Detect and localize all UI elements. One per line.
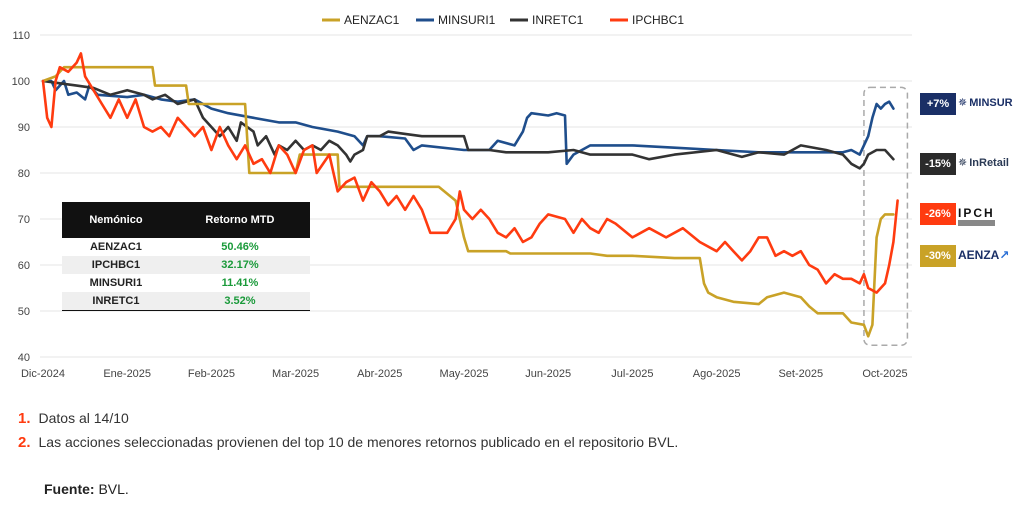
ticker-cell: IPCHBC1 bbox=[62, 256, 170, 274]
legend-label-ipchbc1: IPCHBC1 bbox=[632, 13, 684, 27]
series-lines bbox=[41, 52, 899, 338]
series-line-minsuri1 bbox=[41, 79, 895, 166]
note-2: 2. Las acciones seleccionadas provienen d… bbox=[18, 434, 678, 451]
return-cell: 11.41% bbox=[221, 277, 259, 289]
aenza-logo-text: AENZA bbox=[958, 247, 1000, 262]
legend-label-minsuri1: MINSURI1 bbox=[438, 13, 496, 27]
ticker-cell: AENZAC1 bbox=[89, 241, 142, 253]
x-tick-label: Jun-2025 bbox=[525, 368, 571, 380]
source-label: Fuente: bbox=[44, 481, 95, 497]
x-tick-label: Jul-2025 bbox=[611, 368, 653, 380]
x-tick-label: Dic-2024 bbox=[21, 368, 65, 380]
y-axis-ticks: 40 50 60 70 80 90 100 110 bbox=[12, 30, 30, 364]
aenza-logo: AENZA↗ bbox=[958, 248, 1009, 262]
note-text: Las acciones seleccionadas provienen del… bbox=[38, 434, 679, 450]
note-number: 2. bbox=[18, 434, 31, 451]
table-row: IPCHBC1 32.17% bbox=[62, 256, 310, 274]
minsur-logo: ✵ MINSUR bbox=[958, 96, 1013, 109]
table-row: MINSURI1 11.41% bbox=[62, 274, 310, 292]
y-tick-label: 80 bbox=[18, 168, 30, 180]
y-tick-label: 40 bbox=[18, 352, 30, 364]
legend: AENZAC1 MINSURI1 INRETC1 IPCHBC1 bbox=[322, 13, 684, 27]
ipch-logo-text: IPCH bbox=[958, 206, 995, 221]
source-line: Fuente: BVL. bbox=[44, 481, 129, 497]
table-header-retorno: Retorno MTD bbox=[169, 202, 310, 238]
note-number: 1. bbox=[18, 410, 31, 427]
y-tick-label: 50 bbox=[18, 306, 30, 318]
y-tick-label: 70 bbox=[18, 214, 30, 226]
y-tick-label: 100 bbox=[12, 76, 30, 88]
table-row: INRETC1 3.52% bbox=[62, 292, 310, 311]
x-tick-label: May-2025 bbox=[440, 368, 489, 380]
x-tick-label: Mar-2025 bbox=[272, 368, 319, 380]
series-line-inretc1 bbox=[41, 79, 895, 170]
inretail-logo: ✵ InRetail bbox=[958, 156, 1009, 169]
x-tick-label: Set-2025 bbox=[778, 368, 823, 380]
minsur-logo-text: MINSUR bbox=[969, 97, 1013, 109]
return-badge-ipch: -26% bbox=[920, 203, 956, 226]
return-badge-inretail: -15% bbox=[920, 152, 956, 175]
return-badge-aenza: -30% bbox=[920, 244, 956, 267]
x-tick-label: Ene-2025 bbox=[103, 368, 151, 380]
line-chart: 40 50 60 70 80 90 100 110 Dic-2024 Ene-2025 Feb-2… bbox=[12, 13, 912, 380]
y-tick-label: 60 bbox=[18, 260, 30, 272]
table-row: AENZAC1 50.46% bbox=[62, 238, 310, 256]
note-text: Datos al 14/10 bbox=[38, 410, 129, 426]
highlight-rect bbox=[863, 86, 909, 346]
ipch-logo: IPCH bbox=[958, 206, 995, 227]
table-header-nemonico: Nemónico bbox=[62, 202, 170, 238]
legend-label-inretc1: INRETC1 bbox=[532, 13, 584, 27]
return-cell: 3.52% bbox=[169, 292, 310, 311]
minsur-logo-icon: ✵ bbox=[958, 97, 968, 109]
return-badge-minsur: +7% bbox=[920, 93, 956, 115]
ticker-cell: MINSURI1 bbox=[89, 277, 143, 289]
y-tick-label: 110 bbox=[12, 30, 30, 42]
y-tick-label: 90 bbox=[18, 122, 30, 134]
source-text: BVL. bbox=[94, 481, 129, 497]
ticker-cell: INRETC1 bbox=[62, 292, 170, 311]
return-cell: 50.46% bbox=[221, 241, 259, 253]
x-tick-label: Oct-2025 bbox=[862, 368, 907, 380]
inretail-logo-text: InRetail bbox=[969, 156, 1009, 169]
legend-label-aenzac1: AENZAC1 bbox=[344, 13, 400, 27]
x-tick-label: Ago-2025 bbox=[693, 368, 741, 380]
return-cell: 32.17% bbox=[169, 256, 310, 274]
x-tick-label: Feb-2025 bbox=[188, 368, 235, 380]
x-axis-ticks: Dic-2024 Ene-2025 Feb-2025 Mar-2025 Abr-2025… bbox=[21, 368, 908, 380]
inretail-logo-icon: ✵ bbox=[958, 156, 968, 169]
aenza-logo-icon: ↗ bbox=[999, 247, 1010, 262]
highlight-box bbox=[863, 86, 909, 346]
series-line-ipchbc1 bbox=[41, 52, 899, 294]
x-tick-label: Abr-2025 bbox=[357, 368, 402, 380]
series-line-aenzac1 bbox=[41, 65, 895, 338]
mtd-return-table: Nemónico Retorno MTD AENZAC1 50.46% IPCH… bbox=[62, 202, 310, 311]
note-1: 1. Datos al 14/10 bbox=[18, 410, 129, 427]
